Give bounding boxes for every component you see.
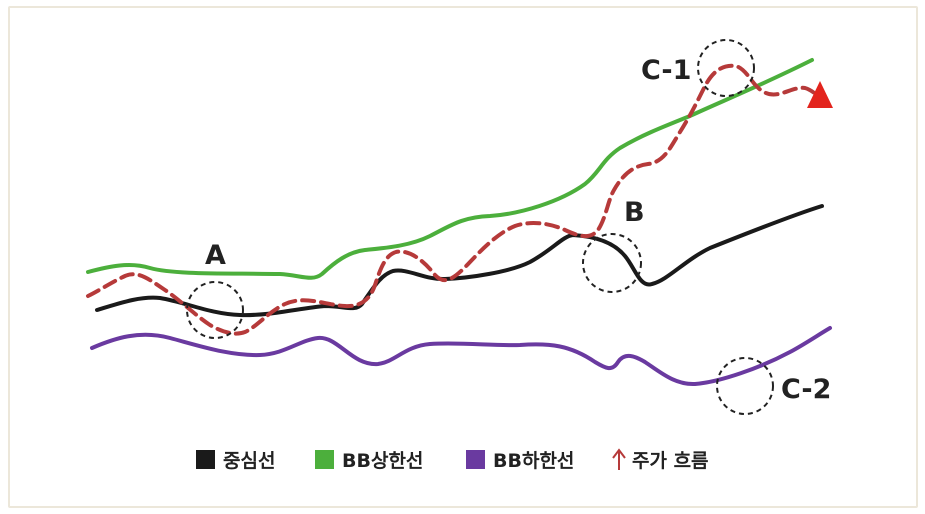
label-b: B [624,197,645,228]
bb-lower-line [90,326,832,387]
legend-upper-swatch [315,450,334,469]
diagram-frame [8,6,918,508]
circle-a [186,281,244,339]
red-triangle-icon [807,81,833,108]
up-arrow-icon [612,448,626,470]
legend: 중심선 BB상한선 BB하한선 주가 흐름 [196,448,709,472]
legend-upper-label: BB상한선 [342,450,423,472]
label-c2: C-2 [781,374,831,405]
label-a: A [205,240,226,271]
circle-c1 [697,39,755,97]
legend-middle-swatch [196,450,215,469]
label-c1: C-1 [641,55,691,86]
circle-b [582,233,642,293]
legend-lower-label: BB하한선 [493,450,574,472]
legend-middle-label: 중심선 [223,450,275,472]
circle-c2 [716,357,774,415]
price-flow-line [86,63,824,336]
legend-lower-swatch [466,450,485,469]
bb-upper-line [86,58,814,280]
legend-price-label: 주가 흐름 [632,450,709,472]
